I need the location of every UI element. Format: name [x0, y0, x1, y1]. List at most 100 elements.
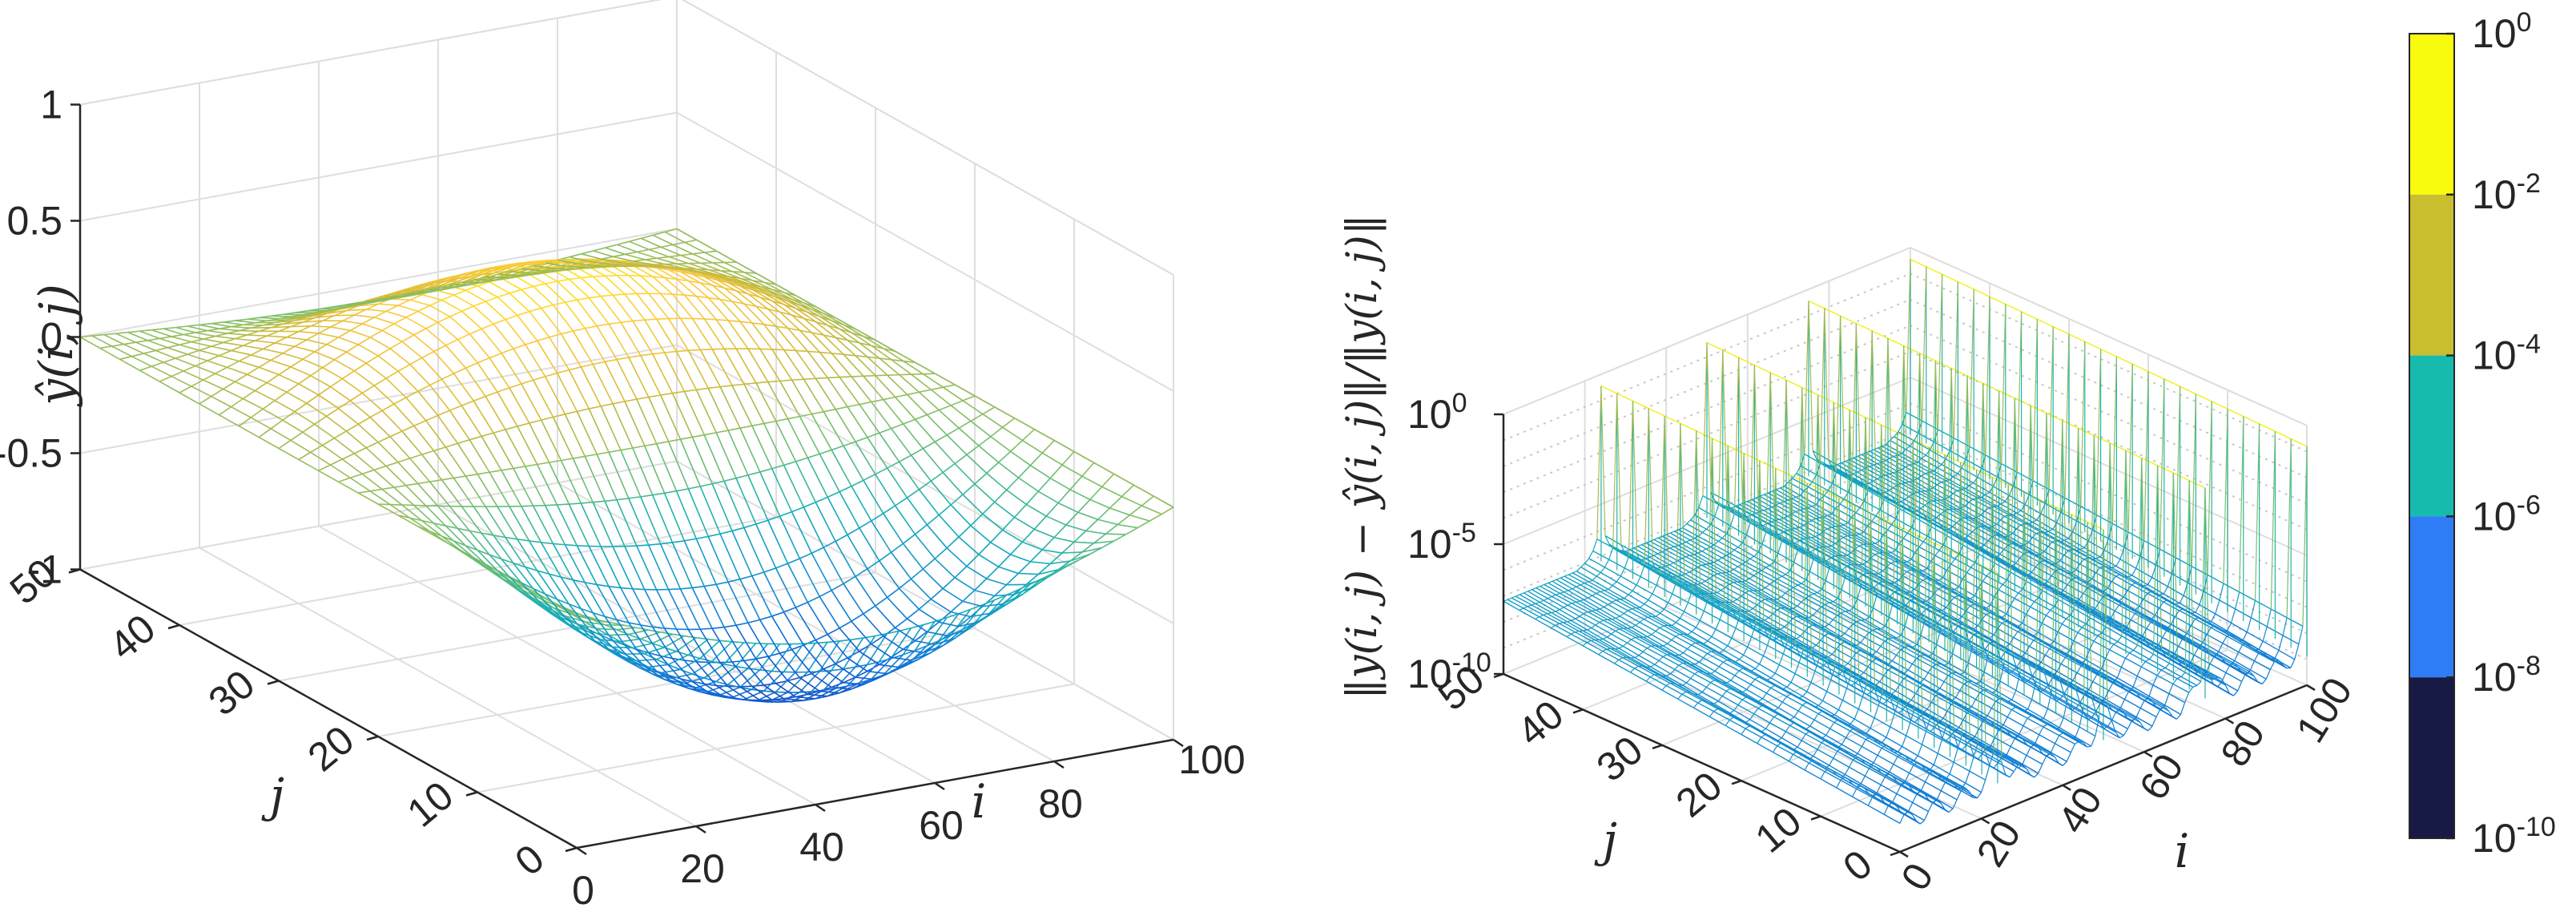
- error-mesh-segment: [1583, 613, 1600, 623]
- error-mesh-segment: [2010, 745, 2027, 757]
- y-tick-mark: [167, 623, 180, 630]
- mesh-segment: [223, 388, 244, 400]
- error-mesh-segment: [2031, 676, 2049, 686]
- mesh-segment: [167, 344, 180, 349]
- mesh-segment: [310, 325, 331, 328]
- mesh-segment: [640, 355, 662, 396]
- error-mesh-segment: [1681, 693, 1699, 704]
- mesh-segment: [692, 434, 705, 438]
- error-mesh-segment: [1910, 569, 1927, 579]
- mesh-segment: [608, 585, 621, 589]
- error-mesh-segment: [2010, 604, 2027, 615]
- error-mesh-segment: [2035, 716, 2052, 726]
- error-mesh-segment: [1821, 588, 1838, 599]
- mesh-segment: [664, 263, 685, 269]
- error-mesh-segment: [1826, 691, 1843, 701]
- mesh-segment: [659, 543, 682, 590]
- error-mesh-segment: [1661, 551, 1678, 562]
- mesh-segment: [1081, 547, 1102, 553]
- mesh-segment: [640, 496, 662, 544]
- mesh-segment: [895, 396, 916, 420]
- mesh-segment: [807, 312, 828, 326]
- mesh-segment: [231, 397, 244, 408]
- mesh-segment: [883, 348, 904, 362]
- error-mesh-segment: [1726, 533, 1743, 543]
- error-mesh-segment: [1614, 663, 1631, 673]
- error-mesh-segment: [1773, 716, 1790, 726]
- error-mesh-segment: [1812, 647, 1829, 658]
- mesh-segment: [473, 400, 494, 434]
- error-mesh-segment: [2209, 663, 2227, 673]
- error-mesh-segment: [1810, 682, 1828, 692]
- error-mesh-segment: [1861, 469, 1878, 480]
- mesh-segment: [537, 336, 549, 341]
- mesh-segment: [557, 598, 570, 605]
- error-mesh-segment: [1611, 633, 1628, 644]
- mesh-segment: [998, 450, 1012, 463]
- error-mesh-segment: [1725, 690, 1743, 700]
- error-mesh-segment: [1890, 563, 1907, 572]
- error-mesh-segment: [1665, 684, 1683, 695]
- mesh-segment: [330, 326, 351, 332]
- mesh-segment: [835, 317, 856, 330]
- error-mesh-segment: [1942, 610, 1958, 620]
- mesh-segment: [326, 344, 347, 353]
- mesh-segment: [405, 485, 427, 506]
- mesh-segment: [1030, 561, 1051, 565]
- mesh-segment: [962, 483, 976, 495]
- error-mesh-segment: [1628, 557, 1646, 567]
- error-mesh-segment: [1984, 648, 2002, 659]
- mesh-segment: [314, 351, 335, 361]
- error-mesh-segment: [1856, 788, 1873, 798]
- mesh-segment: [719, 640, 732, 643]
- error-mesh-segment: [2071, 709, 2089, 720]
- error-mesh-segment: [1658, 674, 1675, 684]
- mesh-segment: [131, 353, 144, 357]
- mesh-segment: [556, 373, 578, 412]
- mesh-segment: [759, 285, 781, 297]
- mesh-segment: [103, 333, 116, 336]
- mesh-segment: [175, 353, 188, 359]
- mesh-segment: [545, 372, 557, 377]
- error-mesh-segment: [2055, 700, 2073, 711]
- mesh-segment: [732, 383, 745, 386]
- error-mesh-segment: [1935, 664, 1953, 674]
- error-mesh-segment: [1634, 668, 1651, 678]
- mesh-segment: [803, 502, 816, 508]
- mesh-segment: [521, 285, 534, 291]
- mesh-segment: [775, 672, 796, 693]
- mesh-segment: [887, 587, 900, 599]
- mesh-segment: [330, 385, 351, 402]
- mesh-segment: [903, 534, 916, 544]
- mesh-segment: [823, 411, 844, 446]
- mesh-segment: [855, 354, 868, 358]
- error-mesh-segment: [2087, 719, 2104, 729]
- mesh-segment: [1029, 465, 1051, 479]
- mesh-segment: [477, 285, 498, 298]
- error-mesh-segment: [1757, 590, 1774, 600]
- error-mesh-segment: [1918, 583, 1935, 595]
- mesh-segment: [795, 349, 808, 353]
- mesh-segment: [605, 247, 626, 256]
- mesh-segment: [711, 641, 733, 662]
- error-mesh-segment: [1728, 611, 1745, 622]
- error-mesh-segment: [2071, 737, 2088, 748]
- mesh-segment: [672, 390, 685, 394]
- error-mesh-segment: [1836, 648, 1853, 659]
- error-mesh-segment: [1676, 584, 1693, 595]
- error-mesh-segment: [1693, 554, 1710, 564]
- error-mesh-segment: [1851, 657, 1869, 668]
- mesh-segment: [568, 603, 590, 631]
- mesh-segment: [1105, 533, 1126, 535]
- mesh-segment: [151, 361, 164, 367]
- error-mesh-segment: [1584, 599, 1600, 610]
- error-mesh-segment: [1733, 549, 1751, 559]
- mesh-segment: [986, 472, 1008, 491]
- mesh-segment: [187, 325, 208, 332]
- mesh-segment: [119, 358, 140, 371]
- error-mesh-segment: [2064, 682, 2081, 693]
- mesh-segment: [891, 423, 904, 430]
- error-mesh-segment: [2051, 752, 2067, 762]
- error-mesh-segment: [1599, 621, 1616, 632]
- mesh-segment: [978, 445, 1000, 463]
